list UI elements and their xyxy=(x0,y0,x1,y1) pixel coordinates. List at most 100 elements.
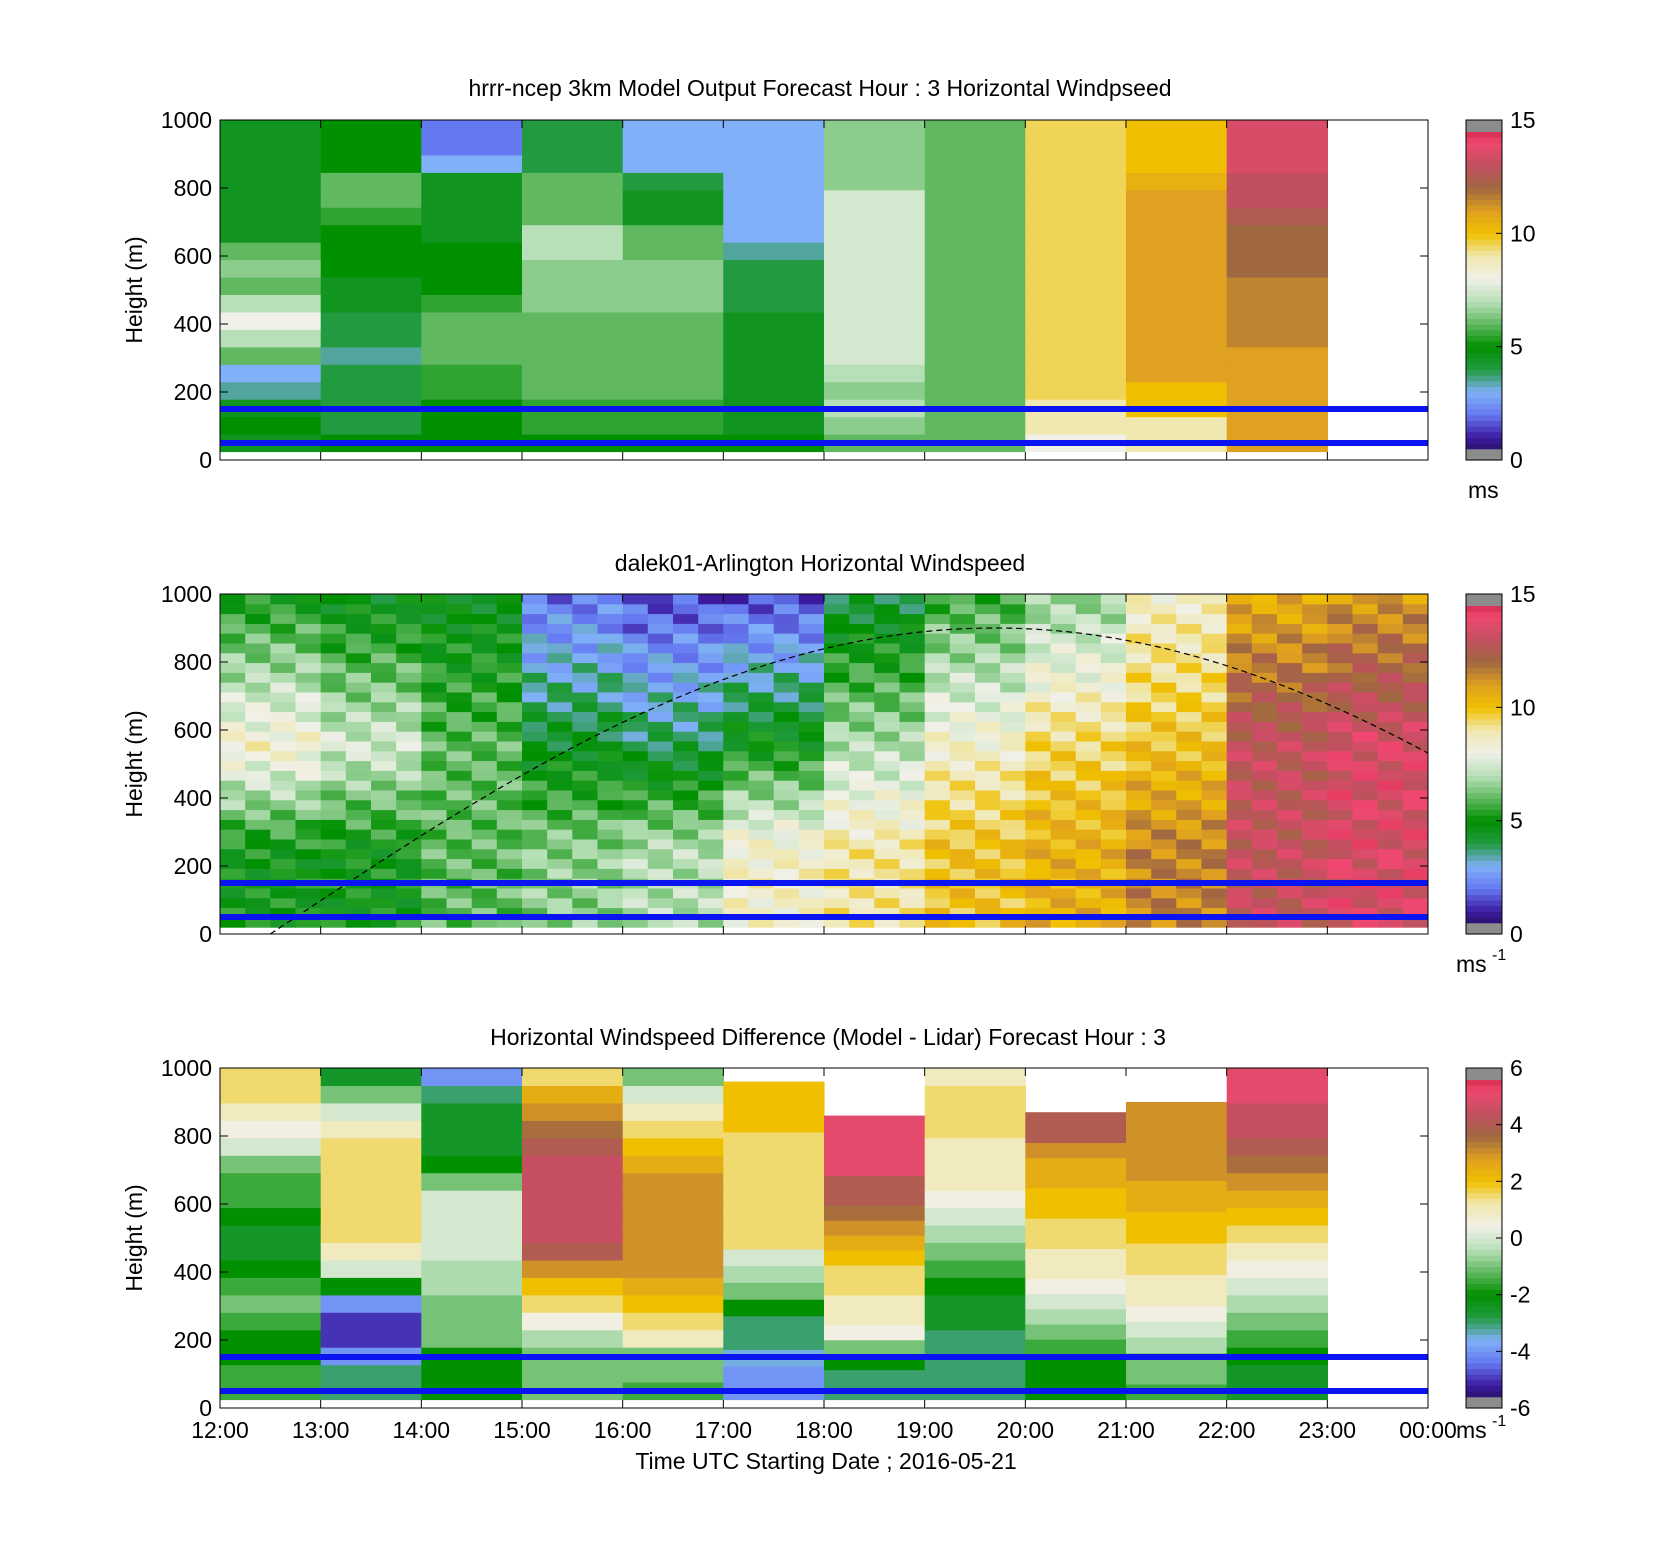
heatmap-cell xyxy=(723,741,749,752)
heatmap-cell xyxy=(647,760,674,771)
heatmap-cell xyxy=(1402,848,1429,860)
heatmap-cell xyxy=(874,770,900,781)
heatmap-cell xyxy=(924,172,1026,191)
heatmap-cell xyxy=(522,1225,624,1243)
y-tick-label: 800 xyxy=(174,1123,212,1149)
heatmap-cell xyxy=(924,721,951,732)
heatmap-cell xyxy=(824,770,850,781)
heatmap-cell xyxy=(975,643,1001,654)
heatmap-cell xyxy=(1226,731,1253,742)
heatmap-cell xyxy=(1126,711,1152,722)
heatmap-cell xyxy=(723,277,825,295)
heatmap-cell xyxy=(320,1259,422,1278)
heatmap-cell xyxy=(1402,701,1429,713)
heatmap-cell xyxy=(824,1160,926,1176)
heatmap-cell xyxy=(949,897,976,909)
heatmap-cell xyxy=(723,120,825,138)
colorbar-segment xyxy=(1466,1170,1502,1177)
heatmap-cell xyxy=(748,809,775,820)
heatmap-cell xyxy=(899,848,926,860)
heatmap-cell xyxy=(597,721,624,732)
heatmap-cell xyxy=(421,207,523,226)
heatmap-cell xyxy=(1050,829,1077,840)
heatmap-cell xyxy=(1302,652,1328,664)
heatmap-cell xyxy=(673,848,699,860)
heatmap-cell xyxy=(673,711,699,722)
panel-difference-heatmap xyxy=(220,1068,1328,1401)
heatmap-cell xyxy=(798,770,825,781)
heatmap-cell xyxy=(1327,760,1353,771)
panel-difference-x-ticks: 12:00 13:00 14:00 15:00 16:00 17:00 18:00 19:00… xyxy=(191,1068,1457,1443)
heatmap-cell xyxy=(245,672,271,683)
heatmap-cell xyxy=(1100,623,1127,634)
heatmap-cell xyxy=(1226,721,1253,732)
heatmap-cell xyxy=(421,381,523,400)
heatmap-cell xyxy=(1226,346,1328,365)
heatmap-cell xyxy=(1050,858,1077,869)
colorbar-segment xyxy=(1466,1294,1502,1301)
heatmap-cell xyxy=(345,623,372,634)
heatmap-cell xyxy=(496,682,523,693)
heatmap-cell xyxy=(1100,829,1127,840)
heatmap-cell xyxy=(949,711,976,722)
heatmap-cell xyxy=(622,888,649,899)
heatmap-cell xyxy=(1277,603,1303,615)
heatmap-cell xyxy=(622,721,649,732)
heatmap-cell xyxy=(1050,848,1077,860)
panel-model-reference-lines xyxy=(220,406,1428,446)
heatmap-cell xyxy=(1352,868,1379,879)
heatmap-cell xyxy=(320,780,347,791)
heatmap-cell xyxy=(522,839,548,850)
heatmap-cell xyxy=(1251,888,1278,899)
heatmap-cell xyxy=(849,643,875,654)
heatmap-cell xyxy=(1327,682,1353,693)
heatmap-cell xyxy=(647,731,674,742)
heatmap-cell xyxy=(1277,682,1303,693)
colorbar-segment xyxy=(1466,679,1502,686)
heatmap-cell xyxy=(673,682,699,693)
heatmap-cell xyxy=(547,633,573,644)
heatmap-cell xyxy=(1075,603,1102,615)
heatmap-cell xyxy=(320,839,347,850)
heatmap-cell xyxy=(874,594,900,605)
heatmap-cell xyxy=(522,858,548,869)
heatmap-cell xyxy=(345,741,372,752)
heatmap-cell xyxy=(371,897,397,909)
heatmap-cell xyxy=(320,917,347,928)
heatmap-cell xyxy=(1377,848,1404,860)
heatmap-cell xyxy=(471,790,498,801)
heatmap-cell xyxy=(522,868,548,879)
heatmap-cell xyxy=(421,741,447,752)
y-tick-label: 600 xyxy=(174,1191,212,1217)
heatmap-cell xyxy=(1402,731,1429,742)
colorbar-segment xyxy=(1466,346,1502,353)
heatmap-cell xyxy=(824,848,850,860)
heatmap-cell xyxy=(622,1102,724,1121)
heatmap-cell xyxy=(1100,868,1127,879)
heatmap-cell xyxy=(1100,711,1127,722)
colorbar-tick-label: -4 xyxy=(1510,1338,1531,1364)
heatmap-cell xyxy=(874,799,900,811)
colorbar-segment xyxy=(1466,599,1502,606)
heatmap-cell xyxy=(1226,242,1328,261)
heatmap-cell xyxy=(245,790,271,801)
heatmap-cell xyxy=(874,839,900,850)
heatmap-cell xyxy=(396,731,422,742)
heatmap-cell xyxy=(320,381,422,400)
heatmap-cell xyxy=(824,1339,926,1356)
heatmap-cell xyxy=(1151,623,1177,634)
heatmap-cell xyxy=(572,780,598,791)
colorbar-tick-label: 0 xyxy=(1510,921,1523,947)
heatmap-cell xyxy=(924,1102,1026,1121)
heatmap-cell xyxy=(446,672,473,683)
heatmap-cell xyxy=(899,692,926,703)
heatmap-cell xyxy=(874,819,900,830)
heatmap-cell xyxy=(320,731,347,742)
colorbar-segment xyxy=(1466,358,1502,365)
heatmap-cell xyxy=(1000,643,1026,654)
heatmap-cell xyxy=(421,643,447,654)
heatmap-cell xyxy=(1402,917,1429,928)
heatmap-cell xyxy=(622,643,649,654)
heatmap-cell xyxy=(924,346,1026,365)
heatmap-cell xyxy=(1327,692,1353,703)
